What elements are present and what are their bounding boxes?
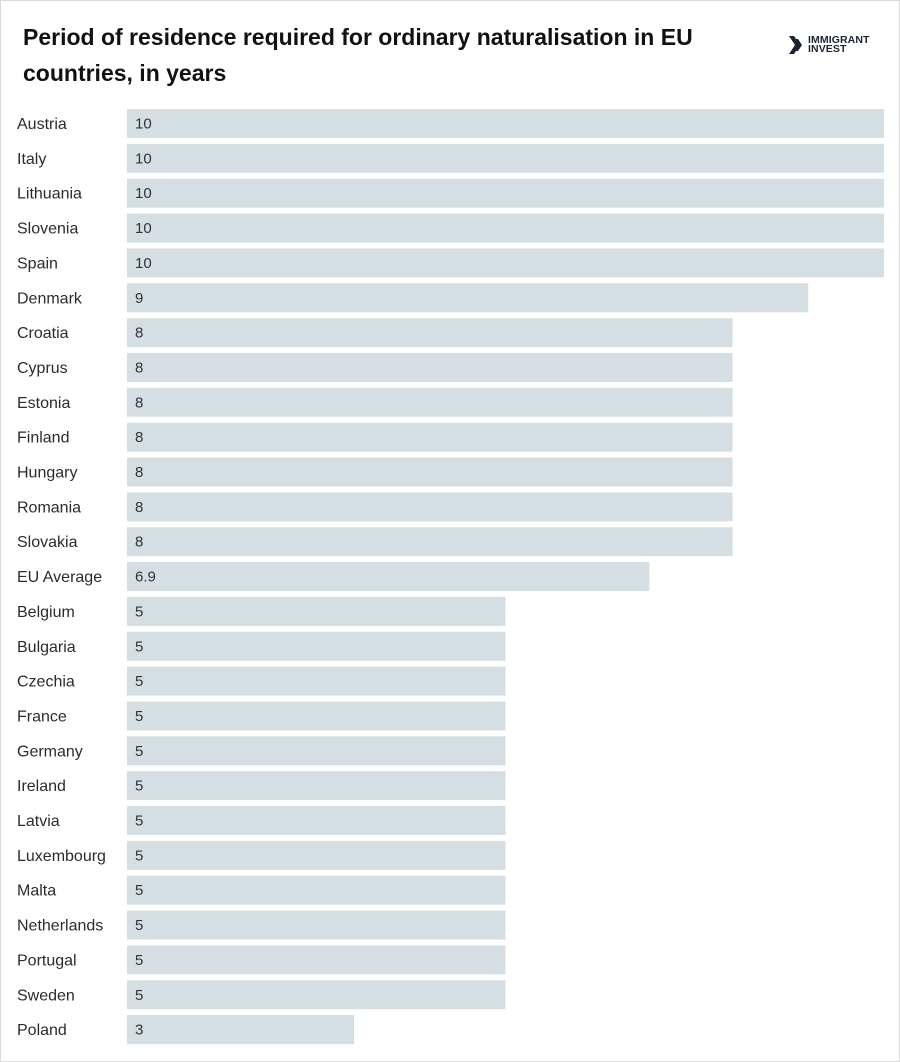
bar-netherlands (127, 910, 506, 940)
bar-slovakia (127, 527, 733, 557)
bar-finland (127, 422, 733, 452)
chart-title: Period of residence required for ordinar… (23, 24, 693, 86)
category-label: Austria (17, 116, 67, 133)
category-label: Finland (17, 430, 69, 447)
value-label: 10 (135, 116, 152, 133)
category-label: Sweden (17, 987, 75, 1004)
value-label: 5 (135, 638, 143, 655)
logo-wordmark: IMMIGRANT INVEST (808, 34, 870, 55)
value-label: 9 (135, 290, 143, 307)
value-label: 10 (135, 150, 152, 167)
category-label: Luxembourg (17, 848, 106, 865)
bar-malta (127, 875, 506, 905)
bar-ireland (127, 771, 506, 801)
category-label: Hungary (17, 465, 77, 482)
value-label: 5 (135, 813, 143, 830)
bar-croatia (127, 318, 733, 348)
value-label: 6.9 (135, 569, 156, 586)
value-label: 8 (135, 499, 143, 516)
value-label: 10 (135, 220, 152, 237)
value-label: 5 (135, 708, 143, 725)
value-label: 10 (135, 185, 152, 202)
value-label: 8 (135, 464, 143, 481)
bar-portugal (127, 945, 506, 975)
value-label: 8 (135, 429, 143, 446)
category-label: Latvia (17, 813, 60, 830)
bar-romania (127, 492, 733, 522)
bar-austria (127, 109, 884, 138)
bar-cyprus (127, 353, 733, 382)
value-label: 5 (135, 778, 143, 795)
category-label: Croatia (17, 325, 69, 342)
immigrant-invest-logo: IMMIGRANT INVEST (789, 34, 870, 55)
category-label: Spain (17, 255, 58, 272)
bar-denmark (127, 283, 809, 313)
bar-lithuania (127, 178, 884, 208)
category-label: Slovenia (17, 221, 78, 238)
logo-line-2: INVEST (808, 43, 847, 55)
category-label: EU Average (17, 569, 102, 586)
category-label: Netherlands (17, 918, 103, 935)
category-label: Portugal (17, 952, 77, 969)
category-label: Belgium (17, 604, 75, 621)
category-label: Cyprus (17, 360, 68, 377)
bar-luxembourg (127, 840, 506, 870)
value-label: 5 (135, 952, 143, 969)
category-label: Malta (17, 883, 56, 900)
category-label: Denmark (17, 290, 83, 307)
category-label: Bulgaria (17, 639, 76, 656)
category-label: Ireland (17, 778, 66, 795)
value-label: 5 (135, 987, 143, 1004)
logo-line-1: IMMIGRANT (808, 34, 870, 46)
category-label: Romania (17, 499, 81, 516)
value-label: 8 (135, 534, 143, 551)
category-label: Lithuania (17, 186, 82, 203)
value-label: 10 (135, 255, 152, 272)
bar-latvia (127, 806, 506, 835)
bar-czechia (127, 666, 506, 696)
category-label: France (17, 709, 67, 726)
bar-germany (127, 736, 506, 766)
bar-italy (127, 143, 884, 173)
value-label: 5 (135, 673, 143, 690)
category-label: Germany (17, 743, 83, 760)
bar-belgium (127, 596, 506, 626)
category-label: Czechia (17, 674, 75, 691)
value-label: 8 (135, 325, 143, 342)
bar-sweden (127, 980, 506, 1010)
double-chevron-right-icon (789, 36, 802, 54)
category-label: Slovakia (17, 534, 78, 551)
bar-eu-average (127, 562, 650, 591)
bar-hungary (127, 457, 733, 487)
value-label: 5 (135, 743, 143, 760)
bar-estonia (127, 387, 733, 417)
value-label: 8 (135, 394, 143, 411)
bar-france (127, 701, 506, 731)
value-label: 5 (135, 882, 143, 899)
bar-spain (127, 248, 884, 278)
value-label: 3 (135, 1022, 143, 1039)
value-label: 5 (135, 847, 143, 864)
bar-slovenia (127, 213, 884, 243)
category-label: Estonia (17, 395, 70, 412)
category-label: Italy (17, 151, 46, 168)
value-label: 8 (135, 360, 143, 377)
value-label: 5 (135, 603, 143, 620)
bar-poland (127, 1015, 355, 1045)
category-label: Poland (17, 1022, 67, 1039)
bar-bulgaria (127, 631, 506, 661)
value-label: 5 (135, 917, 143, 934)
